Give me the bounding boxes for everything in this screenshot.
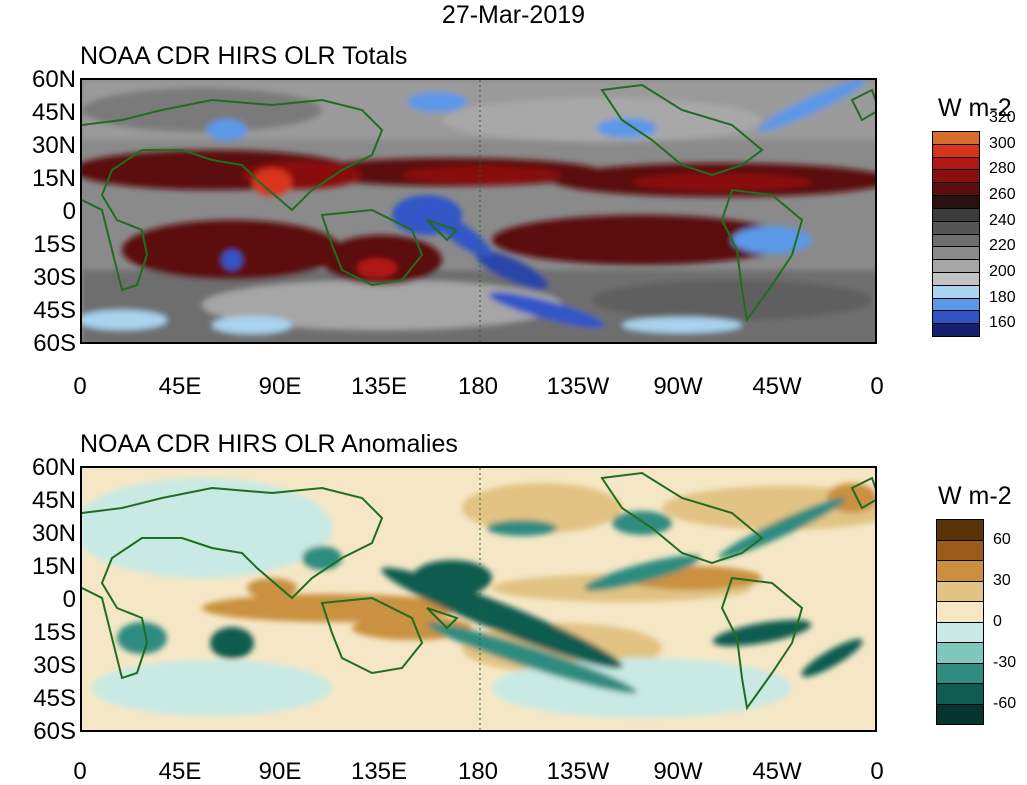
lat-label-60s: 60S xyxy=(33,330,76,357)
lon-label-45w: 45W xyxy=(752,373,802,400)
lon-label-90w-2: 90W xyxy=(653,758,703,785)
lat-label-0: 0 xyxy=(62,198,76,225)
lat-label-30s: 30S xyxy=(33,264,76,291)
lat-label-30n: 30N xyxy=(31,132,76,159)
colorbar-swatch xyxy=(932,220,980,235)
colorbar-label: 160 xyxy=(989,314,1016,332)
colorbar-swatch xyxy=(932,323,980,337)
colorbar-label: 60 xyxy=(993,530,1011,548)
lon-label-90e-2: 90E xyxy=(258,758,302,785)
lon-label-0: 0 xyxy=(73,373,87,400)
colorbar-swatch xyxy=(936,642,984,664)
colorbar-swatch xyxy=(936,560,984,582)
lat-label-15n: 15N xyxy=(31,165,76,192)
colorbar-swatch xyxy=(936,580,984,602)
lon-label-135e-2: 135E xyxy=(350,758,408,785)
totals-colorbar xyxy=(932,131,980,337)
colorbar-swatch xyxy=(932,195,980,209)
totals-map xyxy=(80,78,877,344)
lon-label-45e-2: 45E xyxy=(158,758,202,785)
colorbar-label: 260 xyxy=(989,186,1016,204)
lon-label-45w-2: 45W xyxy=(752,758,802,785)
lat-label-0-2: 0 xyxy=(62,586,76,613)
lon-label-135e: 135E xyxy=(350,373,408,400)
lat-label-30n-2: 30N xyxy=(31,520,76,547)
colorbar-swatch xyxy=(932,233,980,248)
colorbar-swatch xyxy=(936,621,984,643)
colorbar-label: 200 xyxy=(989,262,1016,280)
lat-label-60s-2: 60S xyxy=(33,718,76,745)
colorbar-swatch xyxy=(932,143,980,158)
totals-legend-title: W m-2 xyxy=(938,94,1012,122)
colorbar-swatch xyxy=(936,662,984,684)
colorbar-swatch xyxy=(936,703,984,725)
lon-label-0-east-2: 0 xyxy=(870,758,884,785)
colorbar-swatch xyxy=(932,259,980,273)
colorbar-swatch xyxy=(936,683,984,705)
colorbar-swatch xyxy=(932,310,980,325)
lon-label-180-2: 180 xyxy=(457,758,499,785)
lon-label-90e: 90E xyxy=(258,373,302,400)
lon-label-90w: 90W xyxy=(653,373,703,400)
colorbar-swatch xyxy=(936,539,984,561)
lat-label-45n-2: 45N xyxy=(31,487,76,514)
colorbar-label: 220 xyxy=(989,237,1016,255)
lat-label-30s-2: 30S xyxy=(33,652,76,679)
colorbar-label: 280 xyxy=(989,160,1016,178)
lon-label-135w-2: 135W xyxy=(546,758,610,785)
colorbar-label: -60 xyxy=(993,694,1017,712)
totals-panel-title: NOAA CDR HIRS OLR Totals xyxy=(80,42,408,70)
lon-label-0-2: 0 xyxy=(73,758,87,785)
lat-label-60n: 60N xyxy=(31,66,76,93)
colorbar-swatch xyxy=(932,297,980,312)
lat-label-15n-2: 15N xyxy=(31,553,76,580)
lon-label-135w: 135W xyxy=(546,373,610,400)
colorbar-swatch xyxy=(932,131,980,145)
anomalies-colorbar xyxy=(936,519,984,725)
colorbar-swatch xyxy=(936,519,984,541)
colorbar-swatch xyxy=(932,284,980,299)
anomalies-panel-title: NOAA CDR HIRS OLR Anomalies xyxy=(80,430,458,458)
lon-label-0-east: 0 xyxy=(870,373,884,400)
lat-label-60n-2: 60N xyxy=(31,454,76,481)
colorbar-swatch xyxy=(932,271,980,286)
anomalies-legend-title: W m-2 xyxy=(938,482,1012,510)
colorbar-label: 240 xyxy=(989,211,1016,229)
colorbar-swatch xyxy=(936,601,984,623)
colorbar-label: 180 xyxy=(989,288,1016,306)
lon-label-180: 180 xyxy=(457,373,499,400)
colorbar-swatch xyxy=(932,156,980,171)
lat-label-15s-2: 15S xyxy=(33,619,76,646)
lat-label-45n: 45N xyxy=(31,99,76,126)
colorbar-swatch xyxy=(932,182,980,197)
colorbar-label: 320 xyxy=(989,109,1016,127)
colorbar-swatch xyxy=(932,246,980,261)
colorbar-swatch xyxy=(932,169,980,184)
colorbar-label: -30 xyxy=(993,653,1017,671)
colorbar-label: 30 xyxy=(993,571,1011,589)
main-title: 27-Mar-2019 xyxy=(441,1,586,29)
lon-label-45e: 45E xyxy=(158,373,202,400)
lat-label-45s-2: 45S xyxy=(33,685,76,712)
anomalies-map xyxy=(80,466,877,732)
colorbar-swatch xyxy=(932,207,980,222)
colorbar-label: 300 xyxy=(989,134,1016,152)
lat-label-45s: 45S xyxy=(33,297,76,324)
lat-label-15s: 15S xyxy=(33,231,76,258)
colorbar-label: 0 xyxy=(993,612,1002,630)
